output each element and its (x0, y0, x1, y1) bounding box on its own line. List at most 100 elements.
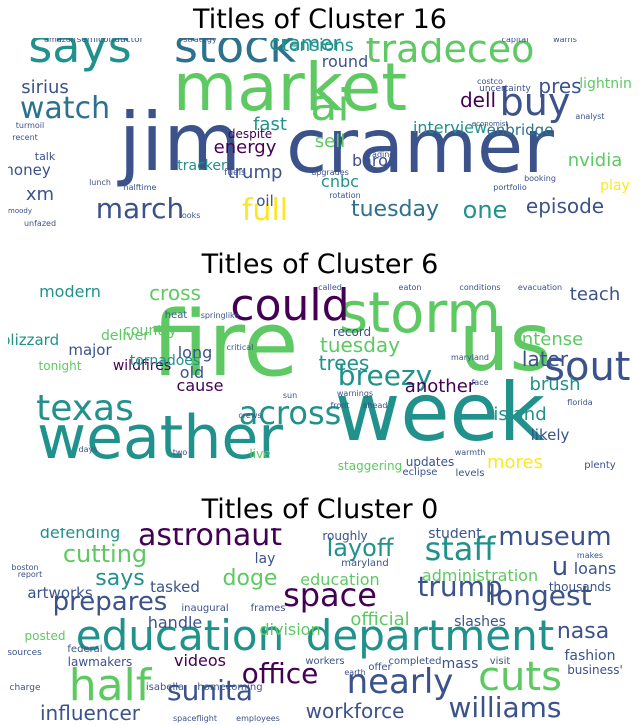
word: modern (39, 283, 101, 301)
word: xm (26, 184, 54, 205)
word: education (76, 611, 284, 660)
word: sun (283, 391, 297, 400)
word: watch (20, 91, 110, 126)
word: mass (442, 656, 479, 672)
word: space (283, 576, 377, 614)
word: eclipse (403, 467, 438, 478)
word: cause (177, 376, 224, 395)
word: levels (456, 468, 485, 478)
word: says (28, 38, 131, 73)
word: live (249, 447, 270, 461)
word: island (493, 404, 546, 425)
word: influencer (40, 701, 141, 723)
word: spaceflight (173, 714, 217, 723)
word: face (471, 378, 488, 387)
word: blizzard (8, 331, 59, 349)
word: defending (40, 528, 121, 542)
word: costco (477, 77, 503, 86)
word: energy (214, 137, 277, 158)
word: semiconductor (77, 38, 144, 45)
word: warnings (337, 389, 373, 398)
word: offer (368, 662, 392, 673)
word: charge (10, 683, 41, 693)
word: baron (352, 151, 398, 170)
word: tornadoes (130, 353, 200, 369)
word: tracker (177, 158, 227, 174)
word: us (459, 296, 551, 389)
word: tonight (39, 359, 82, 373)
word: texas (36, 388, 134, 429)
word: education (300, 570, 379, 589)
word: federal (67, 644, 102, 655)
word: cramer (269, 38, 341, 55)
word: williams (448, 691, 561, 723)
word: trump (228, 162, 283, 183)
word: completed (388, 656, 441, 667)
word: dell (460, 88, 496, 112)
word: administration (422, 566, 538, 585)
word: looks (180, 211, 201, 220)
word: u (552, 552, 568, 582)
word: storm (339, 283, 501, 346)
word: handle (148, 613, 203, 632)
word: florida (567, 398, 593, 407)
word: layoff (327, 534, 394, 562)
word: plenty (584, 460, 616, 471)
word: tensions (282, 38, 354, 56)
word: slashes (454, 614, 506, 630)
word: workers (305, 656, 344, 667)
word: makes (577, 551, 603, 560)
word: wildfires (113, 358, 171, 374)
word: full (242, 193, 288, 228)
word: warmth (455, 448, 486, 457)
word: buy (500, 80, 571, 124)
word: upgrades (311, 168, 349, 177)
word: staff (425, 530, 497, 568)
word: play (600, 178, 630, 194)
word: earth (344, 668, 365, 677)
word: tuesday (351, 197, 439, 222)
word: roughly (322, 529, 367, 543)
word: later (522, 347, 569, 371)
word: major (68, 341, 112, 359)
word: lunch (89, 178, 111, 187)
word: weather (37, 403, 283, 473)
word: homecoming (197, 682, 262, 693)
word: fire (151, 292, 298, 397)
word: evacuation (518, 283, 562, 292)
word: another (405, 376, 476, 397)
word: resources (8, 648, 42, 658)
cluster-16-title: Titles of Cluster 16 (193, 4, 447, 35)
word: thousands (549, 580, 611, 594)
word: inaugural (181, 603, 228, 614)
word: strategy (183, 38, 217, 44)
word: cuts (478, 654, 562, 700)
word: videos (174, 651, 226, 670)
word: eaton (399, 283, 422, 292)
word: week (335, 366, 546, 459)
word: country (123, 323, 177, 339)
word: lawmakers (68, 655, 133, 669)
word: frames (251, 603, 286, 614)
word: ahead (363, 401, 388, 410)
word: episode (526, 194, 604, 218)
word: tasked (150, 578, 200, 596)
word: money (8, 161, 51, 179)
word: portfolio (493, 183, 527, 192)
word: official (350, 609, 409, 630)
word: heat (165, 310, 188, 321)
word: halftime (124, 183, 157, 192)
word: long (178, 343, 213, 362)
word: crews (238, 411, 261, 420)
word: analyst (575, 112, 604, 121)
word: fast (253, 114, 287, 135)
word: round (322, 52, 368, 71)
word: recent (12, 133, 38, 142)
word: breezy (338, 359, 432, 392)
word: across (239, 394, 342, 432)
word: intense (517, 329, 583, 350)
word: fashion (564, 648, 615, 664)
word: unfazed (24, 219, 56, 228)
word: maryland (451, 353, 489, 362)
